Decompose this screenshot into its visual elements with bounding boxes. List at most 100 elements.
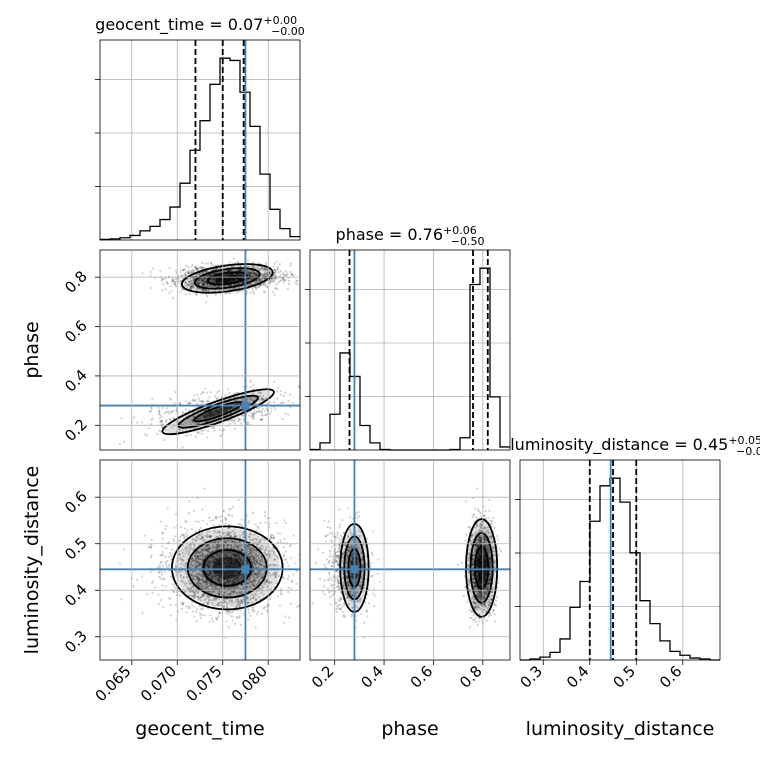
sample-point <box>231 419 234 422</box>
sample-point <box>232 277 235 280</box>
sample-point <box>227 278 230 281</box>
sample-point <box>177 281 181 284</box>
sample-point <box>235 615 238 619</box>
sample-point <box>220 277 223 281</box>
sample-point <box>172 279 175 282</box>
sample-point <box>171 426 174 429</box>
sample-point <box>238 268 242 272</box>
sample-point <box>282 555 285 558</box>
sample-point <box>206 412 209 415</box>
sample-point <box>181 428 184 431</box>
sample-point <box>219 278 222 282</box>
sample-point <box>258 279 262 282</box>
sample-point <box>255 411 258 414</box>
sample-point <box>220 277 223 281</box>
sample-point <box>190 283 193 286</box>
sample-point <box>234 278 237 281</box>
sample-point <box>225 280 228 283</box>
sample-point <box>204 262 207 265</box>
sample-point <box>264 268 267 271</box>
sample-point <box>207 550 210 553</box>
sample-point <box>198 287 202 290</box>
sample-point <box>220 573 223 576</box>
panel-2d-geocent_time-phase <box>99 249 301 451</box>
sample-point <box>292 573 295 576</box>
sample-point <box>184 527 187 530</box>
sample-point <box>214 517 218 520</box>
sample-point <box>225 273 228 276</box>
sample-point <box>208 274 211 277</box>
sample-point <box>215 570 218 573</box>
sample-point <box>214 598 217 602</box>
sample-point <box>167 565 170 568</box>
sample-point <box>219 278 222 281</box>
sample-point <box>246 283 249 287</box>
sample-point <box>158 429 161 432</box>
sample-point <box>224 279 227 283</box>
sample-point <box>282 278 285 281</box>
sample-point <box>180 288 183 291</box>
sample-point <box>204 288 207 292</box>
sample-point <box>277 557 280 560</box>
sample-point <box>188 418 191 421</box>
sample-point <box>197 397 200 400</box>
sample-point <box>150 423 153 426</box>
sample-point <box>122 548 126 551</box>
sample-point <box>286 287 289 290</box>
sample-point <box>231 277 234 281</box>
sample-point <box>274 575 277 579</box>
sample-point <box>202 575 205 579</box>
sample-point <box>222 277 225 280</box>
sample-point <box>196 267 199 271</box>
sample-point <box>227 279 230 282</box>
panel-content <box>118 257 300 449</box>
sample-point <box>222 278 225 281</box>
sample-point <box>268 281 271 284</box>
sample-point <box>238 274 242 277</box>
sample-point <box>213 560 216 563</box>
sample-point <box>238 273 241 276</box>
sample-point <box>230 277 233 280</box>
sample-point <box>235 273 238 276</box>
sample-point <box>274 277 278 280</box>
sample-point <box>190 284 194 288</box>
sample-point <box>210 262 213 265</box>
sample-point <box>240 518 243 521</box>
sample-point <box>251 416 254 420</box>
sample-point <box>191 285 194 288</box>
sample-point <box>239 277 242 280</box>
hist-step-geocent_time <box>100 57 300 241</box>
sample-point <box>237 277 240 281</box>
sample-point <box>229 576 232 580</box>
sample-point <box>251 264 254 268</box>
sample-point <box>237 419 240 422</box>
sample-point <box>228 273 231 276</box>
sample-point <box>220 280 223 284</box>
sample-point <box>237 498 240 501</box>
sample-point <box>273 272 276 275</box>
sample-point <box>251 277 254 280</box>
sample-point <box>228 273 231 276</box>
sample-point <box>215 597 218 600</box>
sample-point <box>222 279 226 282</box>
sample-point <box>161 278 164 281</box>
sample-point <box>225 277 228 280</box>
sample-point <box>149 571 152 574</box>
sample-point <box>215 618 219 621</box>
sample-point <box>253 412 256 415</box>
sample-point <box>208 284 211 287</box>
sample-point <box>296 283 299 286</box>
sample-point <box>279 541 282 544</box>
sample-point <box>187 271 190 274</box>
sample-point <box>195 539 198 542</box>
sample-point <box>231 279 234 282</box>
sample-point <box>187 266 190 269</box>
sample-point <box>170 289 173 292</box>
sample-point <box>216 536 220 539</box>
sample-point <box>196 393 199 396</box>
sample-point <box>220 263 223 266</box>
sample-point <box>228 406 231 409</box>
sample-point <box>192 278 195 281</box>
sample-point <box>269 271 272 274</box>
sample-point <box>217 277 220 281</box>
